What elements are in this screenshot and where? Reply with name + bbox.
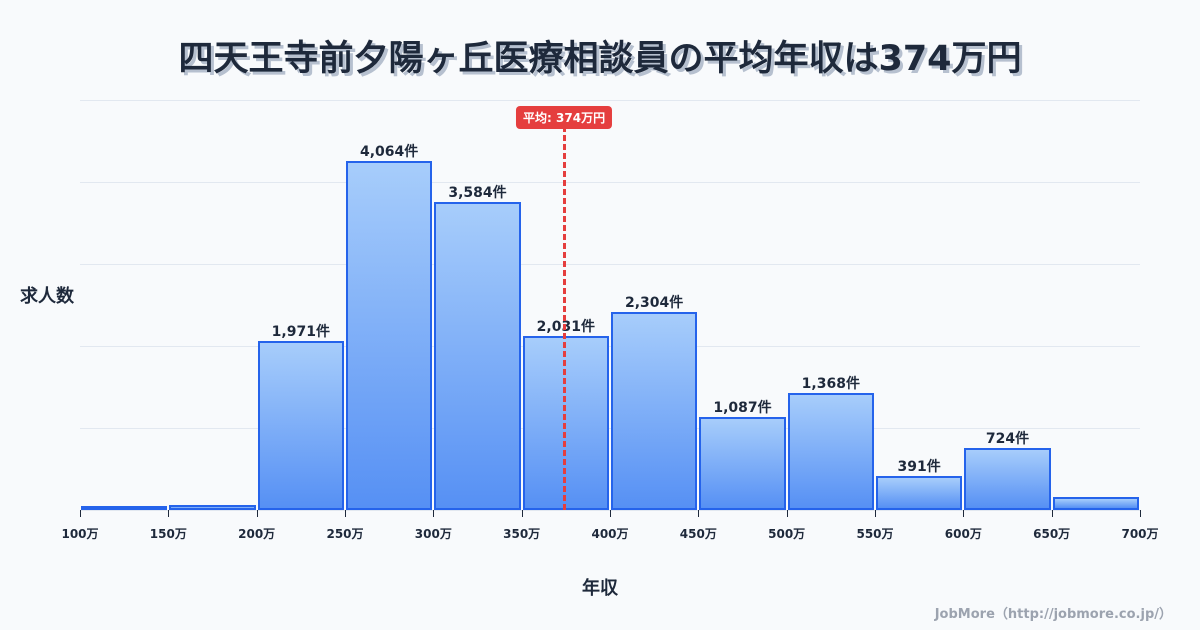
bar-value-label: 391件 <box>897 459 941 476</box>
bar-value-label: 1,087件 <box>713 399 772 416</box>
histogram-bar <box>169 505 256 510</box>
x-tick-label: 550万 <box>856 527 894 541</box>
histogram-bar <box>257 340 344 510</box>
bar-value-label: 4,064件 <box>360 144 419 161</box>
histogram-bar <box>611 312 698 510</box>
x-tick-label: 150万 <box>149 527 187 541</box>
x-axis-label: 年収 <box>582 578 618 599</box>
histogram-bar <box>699 416 786 510</box>
x-tick-label: 100万 <box>61 527 99 541</box>
x-tick <box>1140 510 1141 517</box>
x-tick-label: 600万 <box>944 527 982 541</box>
x-tick <box>698 510 700 517</box>
x-tick <box>345 510 346 517</box>
histogram-bar <box>876 476 963 510</box>
x-tick-label: 700万 <box>1121 527 1159 541</box>
x-tick-label: 350万 <box>503 527 541 541</box>
x-tick <box>521 510 523 517</box>
histogram-bar <box>434 202 521 510</box>
chart-title: 四天王寺前夕陽ヶ丘医療相談員の平均年収は374万円 <box>178 39 1022 79</box>
x-tick <box>963 510 965 517</box>
bar-value-label: 1,368件 <box>801 375 860 392</box>
x-tick-label: 400万 <box>591 527 629 541</box>
x-tick <box>610 510 611 517</box>
x-tick-label: 300万 <box>414 527 452 541</box>
x-tick <box>875 510 876 517</box>
x-tick <box>168 510 170 517</box>
histogram-bar <box>81 506 168 510</box>
gridline <box>80 264 1140 265</box>
histogram-plot-area: 1,971件 4,064件 3,584件 2,031件 2,304件 1,087件 1,36… <box>61 100 1159 541</box>
bar-value-label: 724件 <box>985 430 1030 447</box>
x-tick <box>1051 510 1053 517</box>
bar-value-label: 3,584件 <box>448 185 507 202</box>
histogram-bar <box>346 161 433 510</box>
bar-value-label: 2,304件 <box>625 295 684 312</box>
x-tick <box>786 510 788 517</box>
x-tick-label: 650万 <box>1033 527 1071 541</box>
x-tick <box>433 510 435 517</box>
y-axis-label: 求人数 <box>20 286 74 307</box>
x-tick-label: 500万 <box>768 527 806 541</box>
x-tick-label: 250万 <box>326 527 364 541</box>
gridline <box>80 182 1140 183</box>
x-tick-label: 450万 <box>679 527 717 541</box>
histogram-bar <box>1052 497 1139 510</box>
histogram-bar <box>964 447 1051 510</box>
source-credit: JobMore（http://jobmore.co.jp/） <box>934 607 1172 622</box>
gridline <box>80 100 1140 101</box>
x-tick-label: 200万 <box>238 527 276 541</box>
mean-badge: 平均: 374万円 <box>516 106 613 129</box>
gridline <box>80 346 1140 347</box>
x-tick <box>80 510 81 517</box>
bar-value-label: 1,971件 <box>271 323 330 340</box>
histogram-bar <box>787 392 874 510</box>
mean-line <box>563 126 567 510</box>
gridline <box>80 428 1140 429</box>
x-tick <box>256 510 258 517</box>
